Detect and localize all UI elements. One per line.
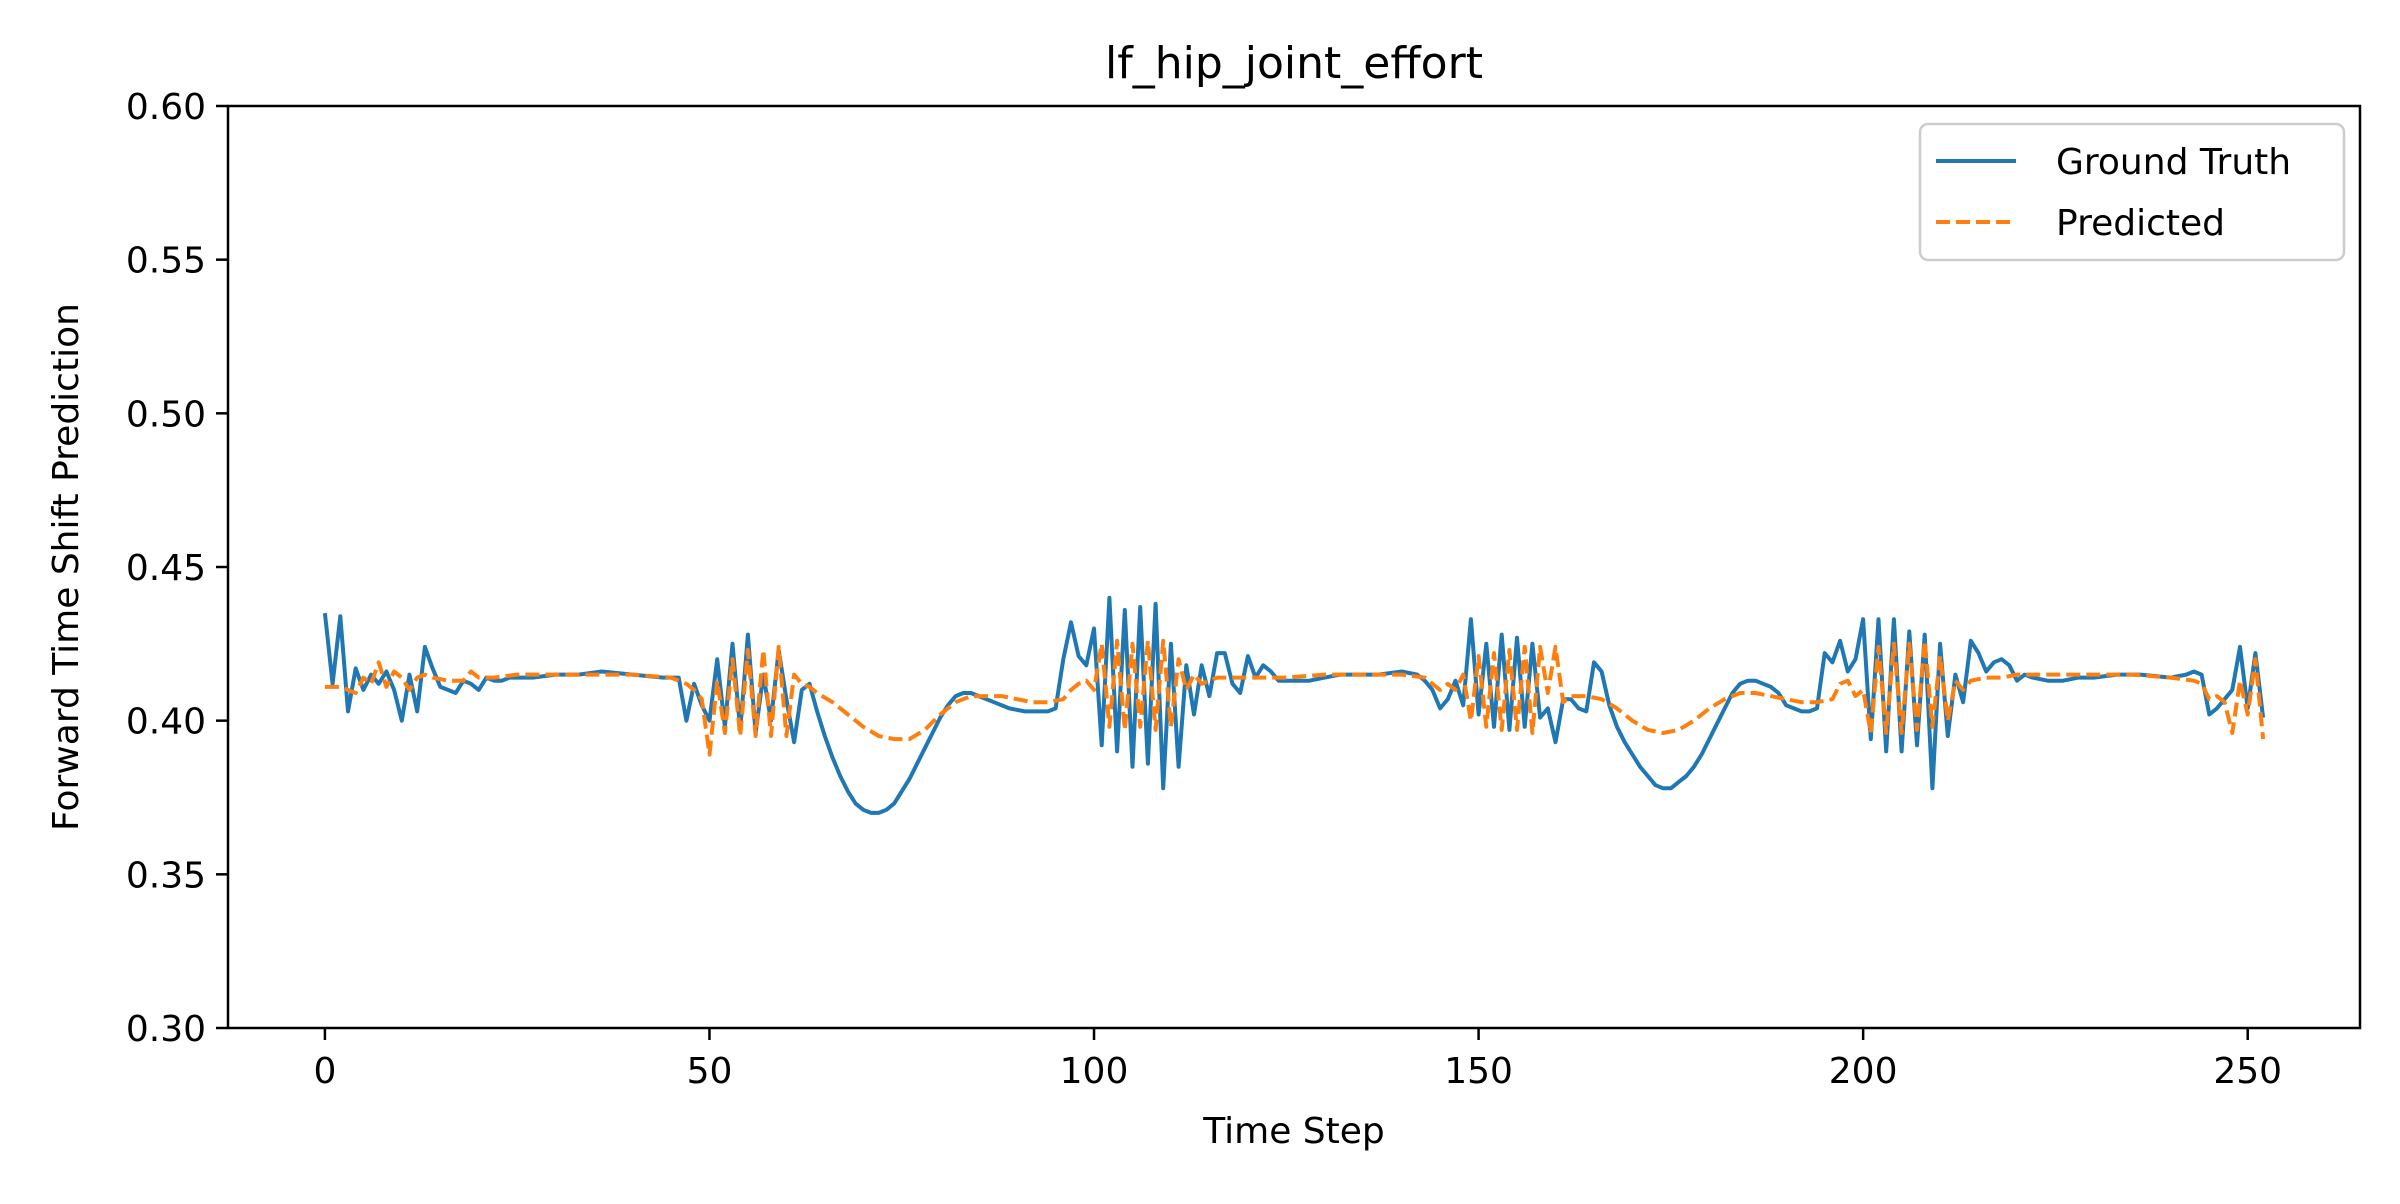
y-axis-label: Forward Time Shift Prediction [46, 303, 87, 831]
x-tick-label: 100 [1060, 1051, 1129, 1092]
legend: Ground Truth Predicted [1918, 122, 2346, 262]
plot-frame [226, 104, 2362, 1030]
x-axis-label: Time Step [1202, 1111, 1385, 1152]
x-tick-label: 0 [313, 1051, 336, 1092]
y-tick-label: 0.50 [126, 394, 206, 435]
x-tick-label: 50 [687, 1051, 733, 1092]
legend-label-ground-truth: Ground Truth [2056, 142, 2291, 183]
y-axis-ticks: 0.30 0.35 0.40 0.45 0.50 0.55 0.60 [126, 87, 228, 1050]
x-tick-label: 200 [1829, 1051, 1898, 1092]
y-tick-label: 0.45 [126, 548, 206, 589]
y-tick-label: 0.40 [126, 702, 206, 743]
plot-lines [322, 595, 2266, 815]
legend-label-predicted: Predicted [2056, 203, 2225, 244]
y-tick-label: 0.55 [126, 241, 206, 282]
x-tick-label: 150 [1444, 1051, 1513, 1092]
chart-title: lf_hip_joint_effort [1105, 38, 1483, 89]
y-tick-label: 0.30 [126, 1009, 206, 1050]
legend-box [1918, 122, 2346, 262]
x-tick-label: 250 [2213, 1051, 2282, 1092]
y-tick-label: 0.35 [126, 855, 206, 896]
y-tick-label: 0.60 [126, 87, 206, 128]
x-axis-ticks: 0 50 100 150 200 250 [313, 1028, 2282, 1092]
series-line-predicted [324, 638, 2266, 757]
